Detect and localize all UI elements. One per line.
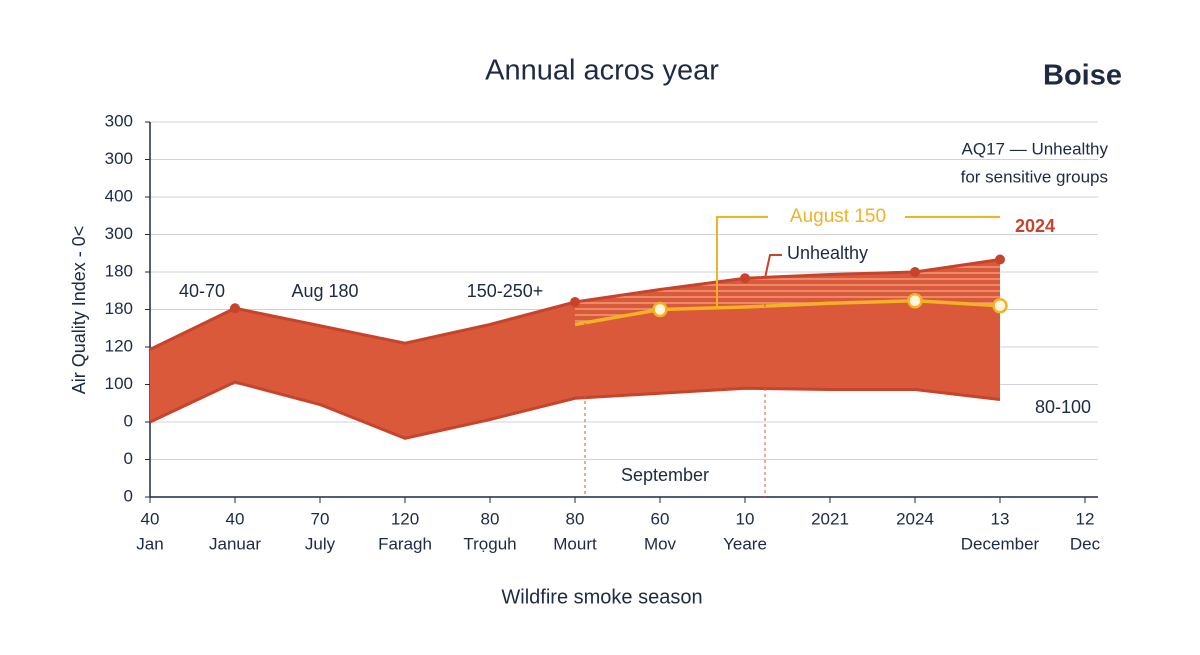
x-tick-label: 40: [226, 509, 245, 528]
y-tick-label: 180: [105, 261, 133, 280]
x-tick-label: 120: [391, 509, 419, 528]
band-marker: [230, 303, 240, 314]
y-tick-label: 120: [105, 336, 133, 355]
x-tick-label: 10: [736, 509, 755, 528]
y-tick-label: 0: [124, 449, 133, 468]
annotation: for sensitive groups: [961, 167, 1108, 186]
x-tick-label: 70: [311, 509, 330, 528]
x-tick-label: 80: [566, 509, 585, 528]
y-tick-label: 0: [124, 411, 133, 430]
annotation: 80-100: [1035, 397, 1091, 417]
annotation: 150-250+: [467, 281, 544, 301]
x-tick-label: 2024: [896, 509, 934, 528]
y-tick-label: 180: [105, 299, 133, 318]
x-tick-sublabel: July: [305, 534, 336, 553]
annotation: September: [621, 465, 709, 485]
annotation: August 150: [790, 206, 886, 227]
line-marker: [992, 298, 1008, 314]
x-tick-label: 80: [481, 509, 500, 528]
chart-subtitle: Boise: [1043, 60, 1122, 92]
line-marker: [652, 301, 668, 318]
annotation: AQ17 — Unhealthy: [962, 139, 1109, 158]
x-tick-label: 13: [991, 509, 1010, 528]
callout-line: [716, 216, 768, 308]
x-tick-sublabel: Januar: [209, 534, 261, 553]
x-tick-label: 40: [141, 509, 160, 528]
annotation: 2024: [1015, 216, 1055, 236]
annotation: 40-70: [179, 281, 225, 301]
annotation: Aug 180: [291, 281, 358, 301]
x-tick-sublabel: Mourt: [553, 534, 597, 553]
band-marker: [910, 267, 920, 277]
band-lower: [149, 380, 1001, 440]
x-tick-sublabel: December: [961, 534, 1040, 553]
x-tick-label: 60: [651, 509, 670, 528]
band-marker: [570, 297, 580, 307]
band-marker: [995, 254, 1005, 265]
y-tick-label: 300: [105, 149, 133, 168]
x-axis-label: Wildfire smoke season: [501, 586, 702, 608]
x-tick-sublabel: Faragh: [378, 534, 432, 553]
y-axis-label: Air Quality Index - 0<: [69, 226, 89, 395]
x-tick-label: 12: [1076, 509, 1095, 528]
x-tick-sublabel: Yeare: [723, 534, 767, 553]
y-tick-label: 0: [124, 486, 133, 505]
y-tick-label: 100: [105, 374, 133, 393]
annotation: Unhealthy: [787, 243, 868, 263]
y-tick-label: 400: [105, 186, 133, 205]
y-tick-label: 300: [105, 224, 133, 243]
x-tick-sublabel: Dec: [1070, 534, 1101, 553]
band-marker: [740, 273, 750, 284]
callout-line: [764, 254, 782, 279]
chart-title: Annual acros year: [485, 55, 719, 87]
x-tick-sublabel: Jan: [136, 534, 163, 553]
y-tick-label: 300: [105, 111, 133, 130]
line-series: [574, 298, 1001, 327]
x-tick-label: 2021: [811, 509, 849, 528]
line-marker: [907, 293, 923, 309]
x-tick-sublabel: Trọguh: [463, 534, 516, 553]
x-tick-sublabel: Mov: [644, 534, 677, 553]
plot-area: 0 0 0 100 120 180 180 300 400 300 300 40 Jan 40 Januar…: [105, 111, 1101, 553]
